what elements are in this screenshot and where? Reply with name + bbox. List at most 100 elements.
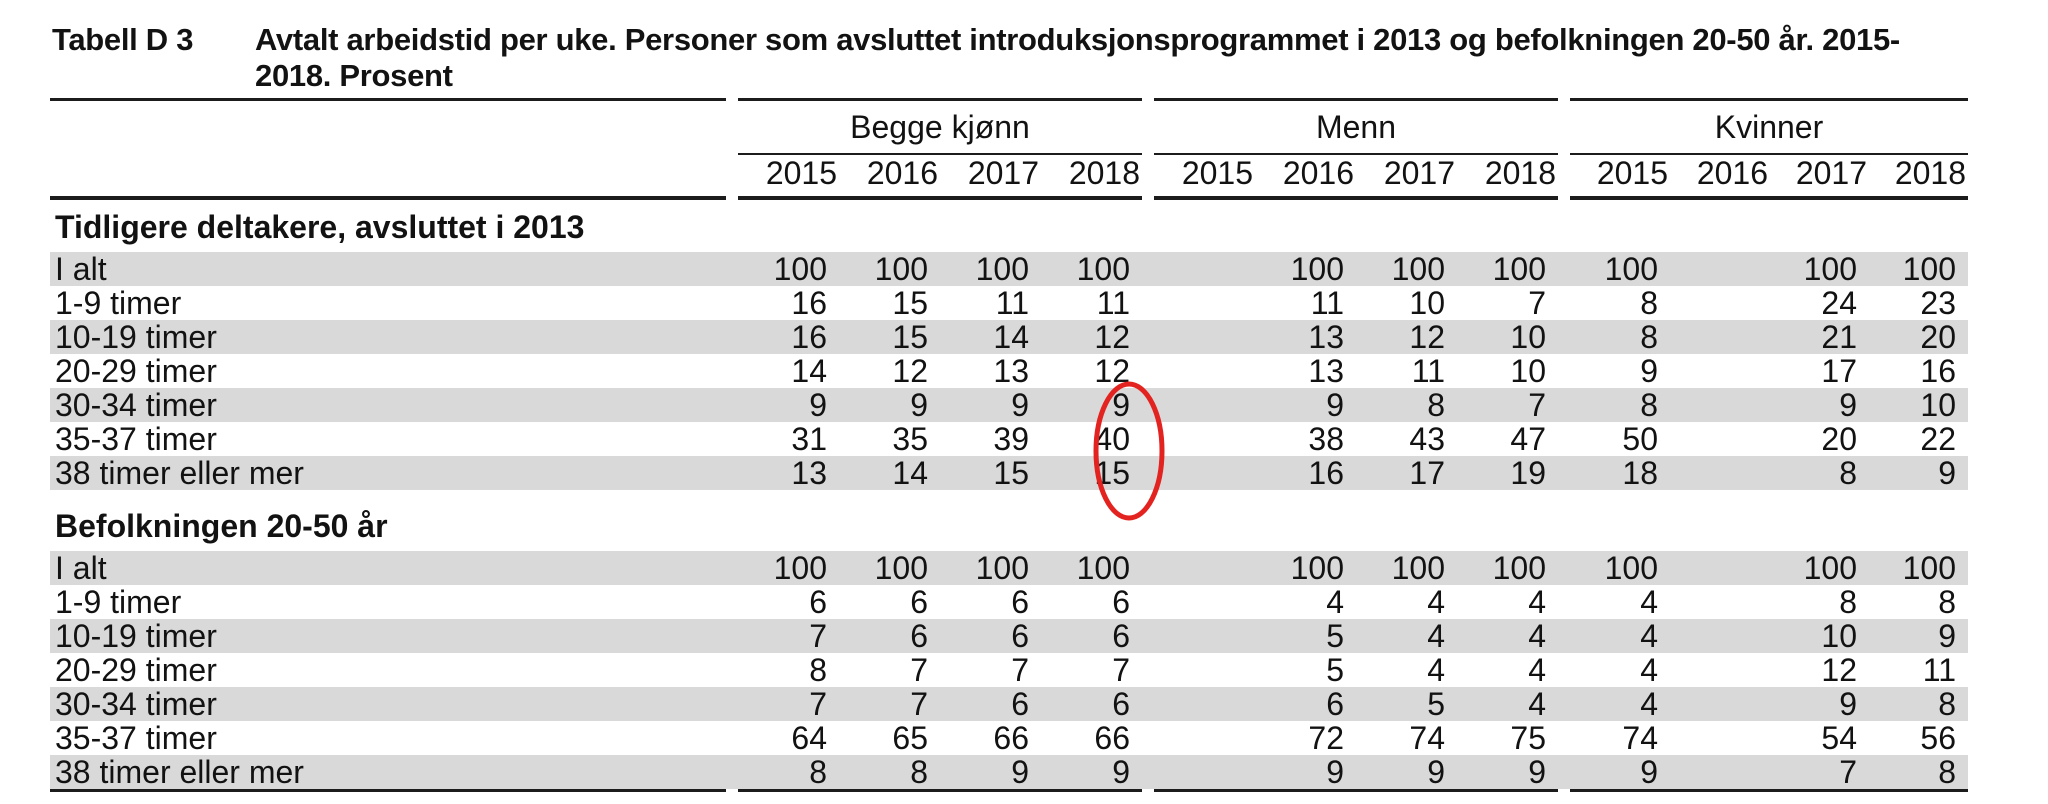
value-cell: 24 [1821, 285, 1857, 321]
value-cell: 8 [1640, 319, 1658, 355]
value-cell: 100 [1604, 251, 1658, 287]
value-cell: 100 [1902, 550, 1956, 586]
value-cell: 4 [1640, 686, 1658, 722]
value-cell: 66 [1094, 720, 1130, 756]
value-cell: 7 [910, 652, 928, 688]
table-row: 20-29 timer 14 12 13 12 13 11 10 9 17 16 [50, 354, 1968, 388]
value-cell: 100 [773, 550, 827, 586]
year-header: 2018 [1894, 155, 1966, 191]
value-cell: 9 [1112, 387, 1130, 423]
value-cell: 8 [910, 754, 928, 790]
row-label: 35-37 timer [55, 720, 217, 756]
header-bottom-rule [50, 196, 1968, 200]
table-title-line1: Avtalt arbeidstid per uke. Personer som … [255, 22, 1900, 57]
row-label: 35-37 timer [55, 421, 217, 457]
value-cell: 10 [1409, 285, 1445, 321]
value-cell: 9 [809, 387, 827, 423]
value-cell: 8 [1839, 584, 1857, 620]
year-header: 2016 [1282, 155, 1354, 191]
value-cell: 100 [773, 251, 827, 287]
table-row: I alt 100 100 100 100 100 100 100 100 100 100 [50, 551, 1968, 585]
column-group-header-row: Begge kjønn Menn Kvinner [50, 101, 1968, 153]
year-header: 2015 [1181, 155, 1253, 191]
value-cell: 9 [1326, 754, 1344, 790]
table-row: 20-29 timer 8 7 7 7 5 4 4 4 12 11 [50, 653, 1968, 687]
value-cell: 7 [809, 686, 827, 722]
table-body: Tidligere deltakere, avsluttet i 2013 I a… [50, 200, 1968, 789]
value-cell: 65 [892, 720, 928, 756]
value-cell: 100 [1290, 251, 1344, 287]
value-cell: 11 [1310, 285, 1344, 321]
column-group-begge-kjonn: Begge kjønn [850, 109, 1030, 145]
value-cell: 13 [1308, 353, 1344, 389]
table-row: 1-9 timer 16 15 11 11 11 10 7 8 24 23 [50, 286, 1968, 320]
value-cell: 8 [1938, 754, 1956, 790]
group-underline-rule [50, 153, 1968, 155]
value-cell: 13 [791, 455, 827, 491]
value-cell: 7 [809, 618, 827, 654]
value-cell: 12 [1094, 319, 1130, 355]
value-cell: 5 [1427, 686, 1445, 722]
value-cell: 8 [1640, 387, 1658, 423]
value-cell: 54 [1821, 720, 1857, 756]
value-cell: 11 [1096, 285, 1130, 321]
value-cell: 20 [1821, 421, 1857, 457]
value-cell: 4 [1528, 652, 1546, 688]
value-cell: 8 [809, 754, 827, 790]
value-cell: 8 [1938, 584, 1956, 620]
value-cell: 100 [1902, 251, 1956, 287]
top-rule [50, 98, 1968, 101]
table-row: I alt 100 100 100 100 100 100 100 100 100 100 [50, 252, 1968, 286]
bottom-rule [50, 789, 1968, 792]
value-cell: 9 [1011, 387, 1029, 423]
value-cell: 7 [1839, 754, 1857, 790]
year-header: 2017 [1383, 155, 1455, 191]
row-label: 20-29 timer [55, 652, 217, 688]
value-cell: 10 [1510, 319, 1546, 355]
row-label: 30-34 timer [55, 387, 217, 423]
row-label: 10-19 timer [55, 618, 217, 654]
value-cell: 4 [1528, 686, 1546, 722]
value-cell: 31 [791, 421, 827, 457]
value-cell: 6 [1112, 686, 1130, 722]
table-row: 1-9 timer 6 6 6 6 4 4 4 4 8 8 [50, 585, 1968, 619]
value-cell: 100 [1391, 251, 1445, 287]
value-cell: 100 [1076, 251, 1130, 287]
value-cell: 19 [1510, 455, 1546, 491]
value-cell: 17 [1821, 353, 1857, 389]
table-title-text: Avtalt arbeidstid per uke. Personer som … [255, 22, 1900, 94]
value-cell: 9 [1938, 618, 1956, 654]
section-header: Tidligere deltakere, avsluttet i 2013 [55, 209, 585, 245]
value-cell: 5 [1326, 652, 1344, 688]
value-cell: 100 [975, 550, 1029, 586]
value-cell: 16 [1308, 455, 1344, 491]
row-label: 1-9 timer [55, 584, 182, 620]
row-label: 38 timer eller mer [55, 455, 304, 491]
table-row: 30-34 timer 9 9 9 9 9 8 7 8 9 10 [50, 388, 1968, 422]
year-header-row: 2015 2016 2017 2018 2015 2016 2017 2018 2015 2016… [50, 155, 1968, 196]
value-cell: 9 [1640, 754, 1658, 790]
year-header: 2018 [1484, 155, 1556, 191]
value-cell: 4 [1427, 652, 1445, 688]
value-cell: 7 [1528, 285, 1546, 321]
value-cell: 66 [993, 720, 1029, 756]
value-cell: 13 [993, 353, 1029, 389]
value-cell: 6 [1011, 584, 1029, 620]
table-row: 10-19 timer 7 6 6 6 5 4 4 4 10 9 [50, 619, 1968, 653]
value-cell: 47 [1510, 421, 1546, 457]
row-label: I alt [55, 550, 107, 586]
value-cell: 100 [1803, 251, 1857, 287]
value-cell: 9 [1839, 686, 1857, 722]
table-row: 38 timer eller mer 13 14 15 15 16 17 19 18 8 9 [50, 456, 1968, 490]
value-cell: 100 [1391, 550, 1445, 586]
year-header: 2017 [1795, 155, 1867, 191]
value-cell: 15 [892, 319, 928, 355]
value-cell: 15 [892, 285, 928, 321]
value-cell: 39 [993, 421, 1029, 457]
year-header: 2016 [1696, 155, 1768, 191]
value-cell: 4 [1640, 618, 1658, 654]
value-cell: 4 [1640, 584, 1658, 620]
value-cell: 8 [809, 652, 827, 688]
value-cell: 100 [975, 251, 1029, 287]
